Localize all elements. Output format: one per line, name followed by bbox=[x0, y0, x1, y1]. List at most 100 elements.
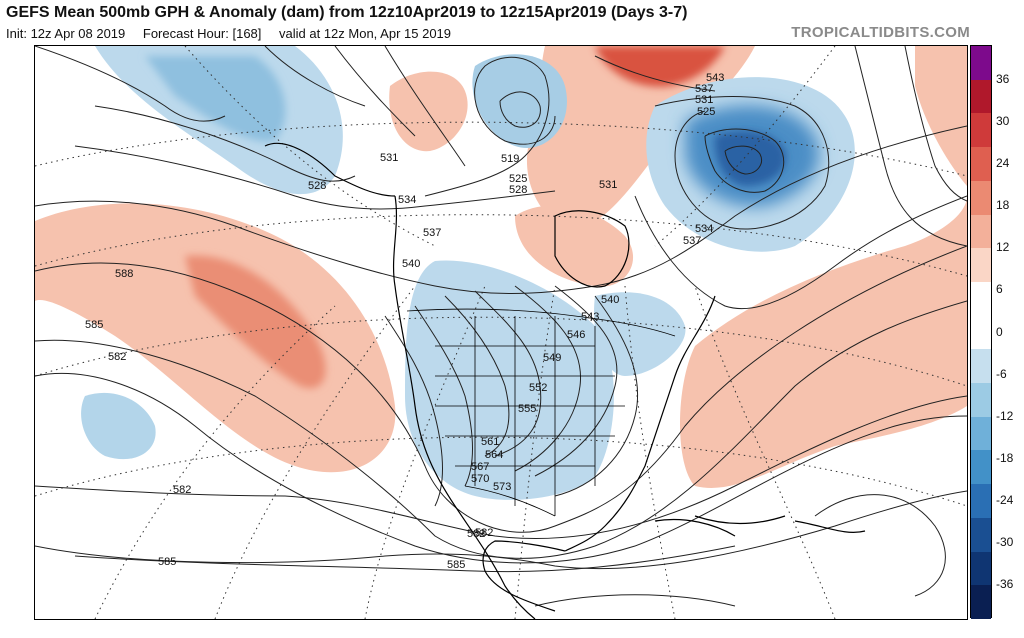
colorbar-segment bbox=[971, 484, 991, 519]
pacific-ridge-anomaly bbox=[35, 203, 396, 473]
colorbar-label: 24 bbox=[996, 155, 1010, 170]
colorbar-label: -24 bbox=[996, 493, 1014, 508]
colorbar-segment bbox=[971, 517, 991, 553]
contour-label: 582 bbox=[173, 484, 191, 496]
gulf-coast bbox=[482, 540, 566, 612]
contour-label: 525 bbox=[509, 173, 527, 185]
contour-label: 582 bbox=[475, 527, 493, 539]
contour-label: 525 bbox=[697, 106, 715, 118]
contour-label: 564 bbox=[485, 449, 503, 461]
colorbar-segment bbox=[971, 180, 991, 216]
map-canvas: 588 585 582 582 585 585 582 528 531 534 … bbox=[35, 46, 967, 619]
contour-labels: 588 585 582 582 585 585 582 528 531 534 … bbox=[85, 72, 724, 571]
colorbar-label: -6 bbox=[996, 366, 1007, 381]
gulf-of-alaska-core bbox=[145, 56, 286, 142]
colorbar-label: -36 bbox=[996, 577, 1014, 592]
plains-trough-extension bbox=[594, 292, 686, 376]
contour-label: 582 bbox=[467, 528, 485, 540]
state-lines bbox=[435, 316, 625, 516]
hudson-bay-inner-core bbox=[714, 131, 786, 186]
contour-label: 543 bbox=[706, 72, 724, 84]
contour-label: 567 bbox=[471, 461, 489, 473]
colorbar-label: -18 bbox=[996, 450, 1014, 465]
greenland-ridge-core bbox=[595, 46, 725, 87]
colorbar-segment bbox=[971, 46, 991, 81]
contour-label: 543 bbox=[581, 311, 599, 323]
height-contours bbox=[35, 46, 967, 607]
colorbar-label: 18 bbox=[996, 198, 1010, 213]
contour-label: 585 bbox=[85, 319, 103, 331]
contour-label: 588 bbox=[115, 268, 133, 280]
colorbar-segment bbox=[971, 585, 991, 620]
forecast-hour: Forecast Hour: [168] bbox=[142, 26, 262, 41]
alaska-coast bbox=[264, 142, 396, 197]
hawaii-trough bbox=[81, 392, 156, 460]
atlantic-east-anomaly bbox=[915, 46, 967, 186]
contour-label: 570 bbox=[471, 473, 489, 485]
contour-label: 537 bbox=[683, 235, 701, 247]
us-canada-border bbox=[406, 308, 676, 337]
contour-label: 531 bbox=[599, 179, 617, 191]
colorbar-label: -12 bbox=[996, 408, 1014, 423]
contour-label: 528 bbox=[308, 180, 326, 192]
contour-label: 561 bbox=[481, 436, 499, 448]
coastlines bbox=[264, 142, 866, 619]
negative-anomaly-areas bbox=[81, 46, 855, 500]
colorbar-segment bbox=[971, 147, 991, 182]
positive-anomaly-areas bbox=[35, 46, 967, 488]
contour-label: 534 bbox=[398, 194, 416, 206]
contour-label: 573 bbox=[493, 481, 511, 493]
contour-label: 585 bbox=[447, 559, 465, 571]
colorbar-label: 30 bbox=[996, 113, 1010, 128]
colorbar-label: 36 bbox=[996, 71, 1010, 86]
colorbar-segment bbox=[971, 281, 991, 317]
contour-label: 537 bbox=[695, 83, 713, 95]
valid-time: valid at 12z Mon, Apr 15 2019 bbox=[279, 26, 452, 41]
contour-label: 537 bbox=[423, 227, 441, 239]
contour-label: 531 bbox=[695, 94, 713, 106]
west-coast bbox=[392, 195, 536, 619]
anomaly-map: 588 585 582 582 585 585 582 528 531 534 … bbox=[34, 45, 968, 620]
contour-label: 540 bbox=[402, 258, 420, 270]
contour-label: 546 bbox=[567, 329, 585, 341]
hudson-bay-coast bbox=[554, 210, 630, 288]
political-borders bbox=[406, 308, 676, 517]
site-credit: TROPICALTIDBITS.COM bbox=[791, 24, 970, 41]
colorbar-segment bbox=[971, 416, 991, 451]
colorbar-segment bbox=[971, 450, 991, 485]
contour-label: 555 bbox=[518, 403, 536, 415]
colorbar-segment bbox=[971, 551, 991, 586]
colorbar-segment bbox=[971, 113, 991, 148]
colorbar-segment bbox=[971, 383, 991, 418]
colorbar-segment bbox=[971, 315, 991, 350]
caribbean-islands bbox=[694, 515, 866, 533]
contour-label: 549 bbox=[543, 352, 561, 364]
map-subtitle: Init: 12z Apr 08 2019 Forecast Hour: [16… bbox=[6, 26, 465, 41]
west-us-trough bbox=[405, 260, 614, 500]
contour-label: 552 bbox=[529, 382, 547, 394]
pacific-ridge-core bbox=[185, 255, 326, 389]
arctic-small-anomaly bbox=[389, 71, 468, 152]
colorbar-segment bbox=[971, 79, 991, 114]
canada-small-anomaly bbox=[515, 205, 634, 287]
contour-label: 540 bbox=[601, 294, 619, 306]
contour-label: 585 bbox=[158, 556, 176, 568]
anomaly-colorbar bbox=[970, 45, 992, 620]
contour-label: 519 bbox=[501, 153, 519, 165]
colorbar-label: -30 bbox=[996, 535, 1014, 550]
colorbar-label: 0 bbox=[996, 324, 1003, 339]
contour-label: 534 bbox=[695, 223, 713, 235]
colorbar-segment bbox=[971, 214, 991, 249]
contour-label: 531 bbox=[380, 152, 398, 164]
arctic-vortex-anomaly bbox=[472, 54, 567, 148]
colorbar-label: 12 bbox=[996, 240, 1010, 255]
contour-label: 582 bbox=[108, 351, 126, 363]
us-mexico-border bbox=[464, 485, 556, 517]
contour-label: 528 bbox=[509, 184, 527, 196]
graticule bbox=[35, 46, 967, 619]
colorbar-segment bbox=[971, 349, 991, 384]
colorbar-segment bbox=[971, 248, 991, 283]
east-coast bbox=[564, 295, 716, 552]
init-time: Init: 12z Apr 08 2019 bbox=[6, 26, 126, 41]
map-title: GEFS Mean 500mb GPH & Anomaly (dam) from… bbox=[6, 4, 688, 21]
